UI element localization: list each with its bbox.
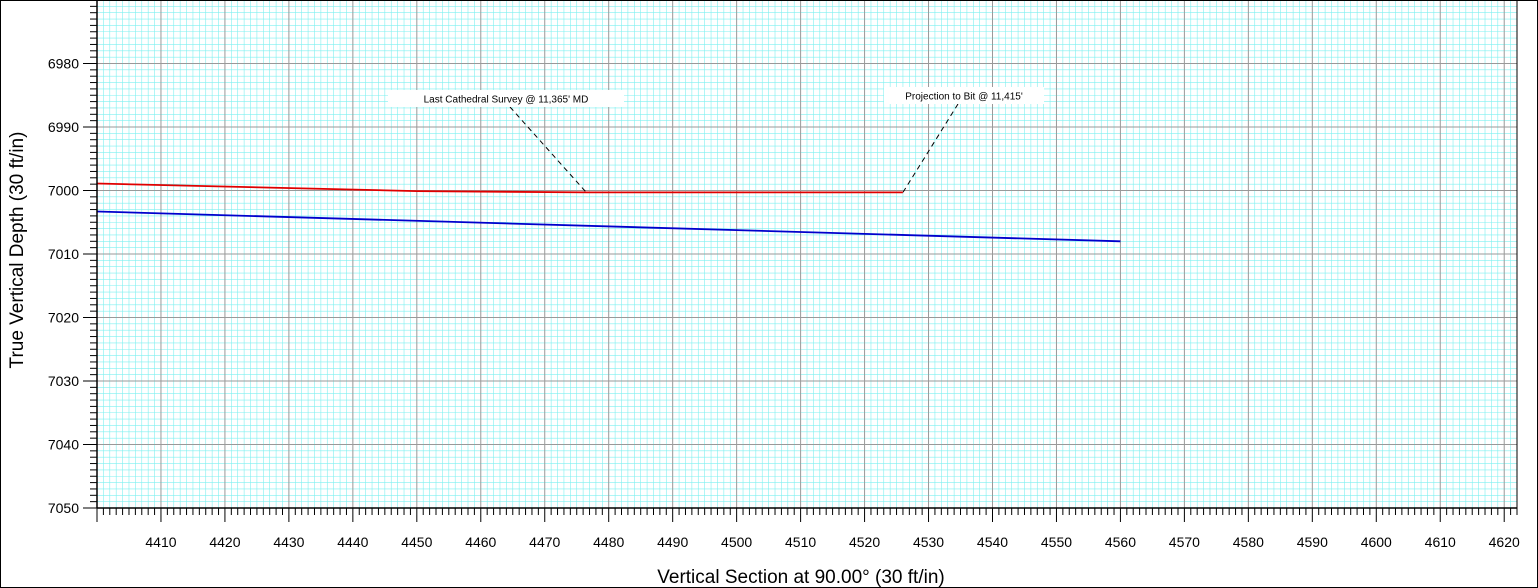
- x-tick-label: 4430: [273, 534, 304, 550]
- x-tick-label: 4410: [145, 534, 176, 550]
- y-tick-label: 6990: [48, 119, 79, 135]
- annotation-label: Projection to Bit @ 11,415': [905, 92, 1023, 103]
- y-tick-label: 7040: [48, 437, 79, 453]
- series-layer: [96, 182, 1121, 243]
- x-tick-label: 4550: [1041, 534, 1072, 550]
- annotation-box: [884, 87, 1044, 104]
- annotation-boxes: Last Cathedral Survey @ 11,365' MD Projec…: [388, 87, 1044, 107]
- x-tick-label: 4420: [209, 534, 240, 550]
- x-tick-label: 4570: [1169, 534, 1200, 550]
- annotation-label: Last Cathedral Survey @ 11,365' MD: [424, 95, 589, 106]
- x-tick-label: 4510: [785, 534, 816, 550]
- x-tick-label: 4610: [1425, 534, 1456, 550]
- x-tick-label: 4540: [977, 534, 1008, 550]
- x-tick-label: 4440: [337, 534, 368, 550]
- y-tick-label: 7020: [48, 310, 79, 326]
- series-line: [96, 210, 1121, 243]
- x-tick-label: 4470: [529, 534, 560, 550]
- x-tick-label: 4490: [657, 534, 688, 550]
- x-tick-label: 4450: [401, 534, 432, 550]
- x-tick-label: 4560: [1105, 534, 1136, 550]
- annotation-leaders: [509, 103, 959, 193]
- x-tick-label: 4620: [1489, 534, 1520, 550]
- y-axis-title: True Vertical Depth (30 ft/in): [7, 132, 28, 369]
- x-tick-label: 4590: [1297, 534, 1328, 550]
- x-tick-label: 4530: [913, 534, 944, 550]
- major-gridlines: [97, 0, 1517, 509]
- y-tick-label: 7030: [48, 373, 79, 389]
- annotation-box: [388, 90, 624, 107]
- annotation-leader-line: [509, 106, 587, 193]
- x-tick-labels: 4410 4420 4430 4440 4450 4460 4470 4480 4490 4500…: [145, 534, 1520, 550]
- x-tick-label: 4600: [1361, 534, 1392, 550]
- series-line: [96, 182, 903, 194]
- x-axis-title: Vertical Section at 90.00° (30 ft/in): [657, 567, 944, 588]
- x-tick-label: 4460: [465, 534, 496, 550]
- x-tick-label: 4520: [849, 534, 880, 550]
- x-tick-label: 4580: [1233, 534, 1264, 550]
- y-tick-label: 7050: [48, 500, 79, 516]
- y-tick-labels: 6980 6990 7000 7010 7020 7030 7040 7050: [48, 56, 79, 517]
- y-tick-label: 6980: [48, 56, 79, 72]
- y-tick-label: 7010: [48, 246, 79, 262]
- x-tick-label: 4500: [721, 534, 752, 550]
- y-tick-label: 7000: [48, 183, 79, 199]
- x-tick-label: 4480: [593, 534, 624, 550]
